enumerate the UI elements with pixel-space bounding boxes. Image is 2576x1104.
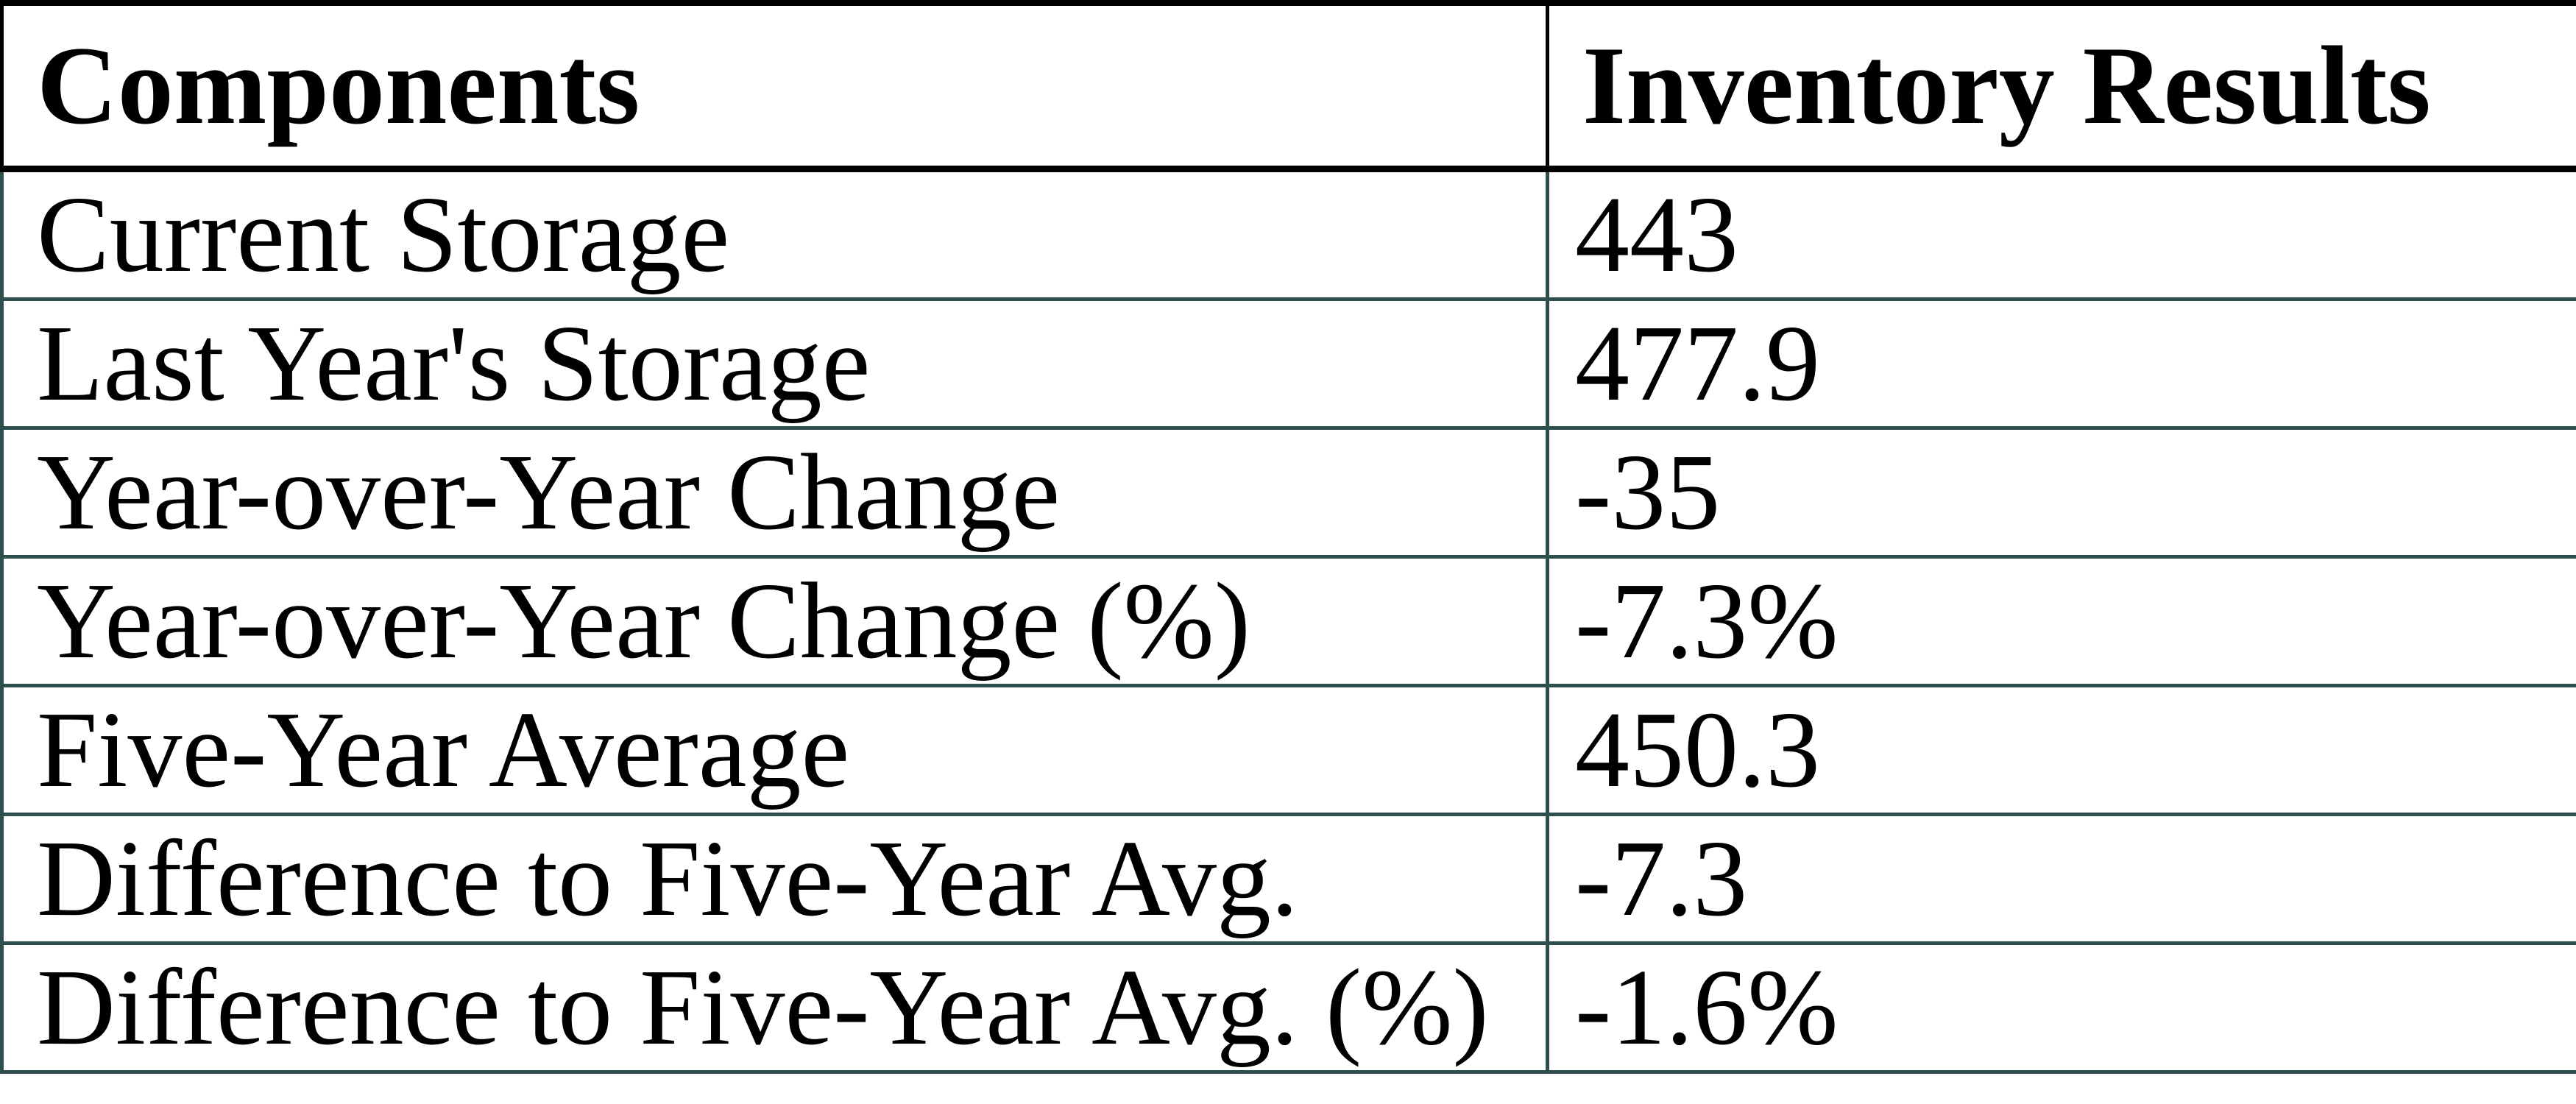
table-row: Year-over-Year Change -35 xyxy=(0,425,2576,559)
component-label-cell: Year-over-Year Change xyxy=(0,425,1549,559)
inventory-value-cell: -35 xyxy=(1546,425,2576,559)
component-label-cell: Year-over-Year Change (%) xyxy=(0,554,1549,687)
inventory-value-cell: -1.6% xyxy=(1546,941,2576,1074)
table-row: Difference to Five-Year Avg. (%) -1.6% xyxy=(0,941,2576,1074)
header-row: Components Inventory Results xyxy=(0,0,2576,172)
component-label-cell: Five-Year Average xyxy=(0,683,1549,816)
inventory-value-cell: -7.3% xyxy=(1546,554,2576,687)
component-label-cell: Difference to Five-Year Avg. (%) xyxy=(0,941,1549,1074)
component-label-cell: Last Year's Storage xyxy=(0,297,1549,430)
table-row: Five-Year Average 450.3 xyxy=(0,683,2576,816)
table-row: Last Year's Storage 477.9 xyxy=(0,297,2576,430)
inventory-value-cell: 443 xyxy=(1546,166,2576,301)
inventory-table: Components Inventory Results Current Sto… xyxy=(0,0,2576,1074)
table-row: Year-over-Year Change (%) -7.3% xyxy=(0,554,2576,687)
inventory-value-cell: 477.9 xyxy=(1546,297,2576,430)
column-header-components: Components xyxy=(0,0,1549,172)
component-label-cell: Difference to Five-Year Avg. xyxy=(0,812,1549,945)
inventory-value-cell: -7.3 xyxy=(1546,812,2576,945)
component-label-cell: Current Storage xyxy=(0,166,1549,301)
table-row: Difference to Five-Year Avg. -7.3 xyxy=(0,812,2576,945)
table-row: Current Storage 443 xyxy=(0,166,2576,301)
column-header-inventory-results: Inventory Results xyxy=(1546,0,2576,172)
inventory-value-cell: 450.3 xyxy=(1546,683,2576,816)
